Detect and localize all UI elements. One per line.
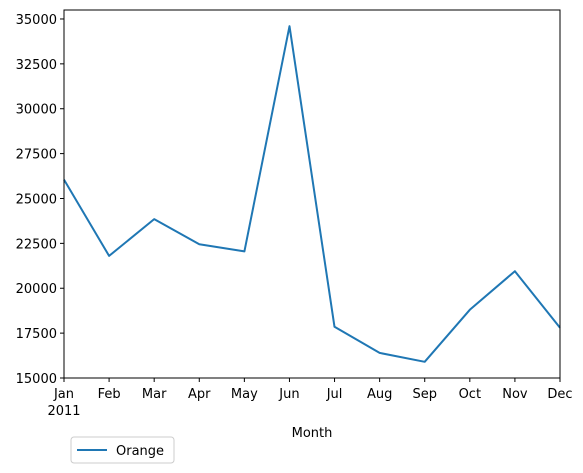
x-axis-label: Month (292, 426, 333, 441)
y-axis-ticks: 15000 17500 20000 22500 25000 27500 30000 32500… (16, 13, 64, 387)
x-tick-label: Oct (459, 387, 481, 402)
x-tick-label: Apr (188, 387, 211, 402)
x-tick-label: Sep (412, 387, 437, 402)
legend-frame (70, 436, 175, 464)
y-tick-label: 25000 (16, 192, 57, 207)
y-tick-label: 15000 (16, 372, 57, 387)
x-tick-label: Aug (367, 387, 392, 402)
plot-area (64, 10, 560, 378)
y-tick-label: 35000 (16, 13, 57, 28)
x-tick-label: May (231, 387, 258, 402)
x-axis-year-label: 2011 (47, 404, 80, 419)
x-tick-label: Jan (53, 387, 74, 402)
legend: Orange (70, 436, 175, 464)
x-tick-label: Nov (502, 387, 528, 402)
y-tick-label: 30000 (16, 103, 57, 118)
x-axis-ticks: Jan Feb Mar Apr May Jun Jul Aug Sep Oct Nov Dec (53, 378, 573, 402)
x-tick-label: Dec (547, 387, 572, 402)
x-tick-label: Jun (278, 387, 299, 402)
y-tick-label: 20000 (16, 282, 57, 297)
y-tick-label: 27500 (16, 148, 57, 163)
legend-label-orange: Orange (116, 444, 164, 459)
y-tick-label: 22500 (16, 237, 57, 252)
y-tick-label: 17500 (16, 327, 57, 342)
plot-frame (63, 9, 561, 379)
y-tick-label: 32500 (16, 58, 57, 73)
x-tick-label: Feb (98, 387, 121, 402)
series-line-orange (63, 25, 561, 363)
x-tick-label: Jul (326, 387, 343, 402)
x-tick-label: Mar (142, 387, 167, 402)
